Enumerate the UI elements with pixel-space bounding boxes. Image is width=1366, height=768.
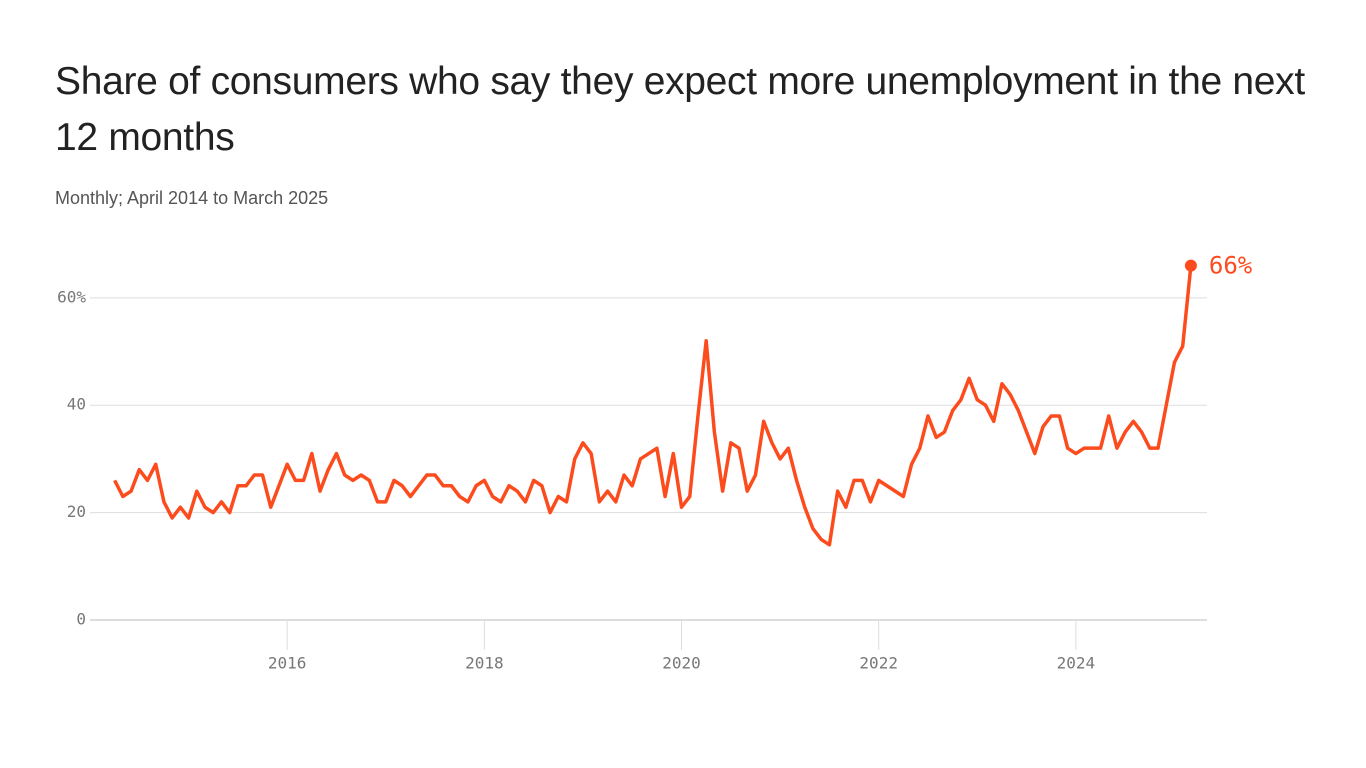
x-tick-label: 2018 [465, 654, 504, 673]
data-line [113, 265, 1193, 547]
y-tick-label: 40 [67, 395, 86, 414]
x-tick-label: 2024 [1057, 654, 1096, 673]
x-tick-label: 2020 [662, 654, 701, 673]
y-tick-label: 60% [57, 287, 86, 306]
chart-subtitle: Monthly; April 2014 to March 2025 [55, 188, 329, 208]
end-point [1184, 259, 1197, 272]
y-tick-label: 0 [76, 610, 86, 629]
value-label: 66% [1209, 252, 1253, 280]
chart-title: Share of consumers who say they expect m… [55, 60, 1305, 159]
y-tick-label: 20 [67, 502, 86, 521]
x-tick-label: 2022 [859, 654, 898, 673]
x-tick-label: 2016 [268, 654, 307, 673]
